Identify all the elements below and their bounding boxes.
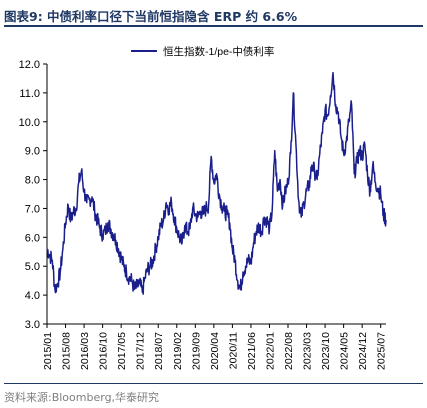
footer-divider [4,383,423,384]
y-tick-label: 12.0 [19,59,40,71]
series-layer [46,71,387,295]
x-tick-label: 2025/07 [376,332,388,370]
y-axis: 3.0 4.0 5.0 6.0 7.0 8.0 9.0 10.0 11.0 12.0 [19,59,48,331]
x-tick-label: 2023/03 [302,332,314,370]
legend: 恒生指数-1/pe-中债利率 [131,45,274,58]
x-tick-label: 2016/03 [79,332,91,370]
y-tick-label: 4.0 [25,290,40,302]
x-tick-label: 2021/06 [246,332,258,370]
y-tick-label: 9.0 [25,146,40,158]
x-tick-label: 2019/09 [190,332,202,370]
x-tick-label: 2022/01 [264,332,276,370]
x-tick-label: 2023/10 [320,332,332,370]
x-tick-label: 2015/01 [42,332,54,370]
y-tick-label: 11.0 [19,88,40,100]
x-tick-label: 2020/04 [209,332,221,370]
x-tick-label: 2018/07 [153,332,165,370]
y-tick-label: 7.0 [25,203,40,215]
chart-title: 图表9: 中债利率口径下当前恒指隐含 ERP 约 6.6% [4,9,298,24]
x-tick-label: 2016/10 [98,332,110,370]
x-tick-label: 2024/12 [357,332,369,370]
y-tick-label: 6.0 [25,232,40,244]
x-tick-label: 2015/08 [61,332,73,370]
legend-label: 恒生指数-1/pe-中债利率 [163,45,274,58]
x-tick-label: 2017/12 [135,332,147,370]
y-tick-label: 3.0 [25,319,40,331]
series-line [46,71,387,295]
source-note: 资料来源:Bloomberg,华泰研究 [4,391,160,404]
y-tick-label: 5.0 [25,261,40,273]
x-tick-label: 2019/02 [172,332,184,370]
y-tick-label: 10.0 [19,117,40,129]
x-tick-label: 2024/05 [339,332,351,370]
y-tick-label: 8.0 [25,175,40,187]
x-axis: 2015/01 2015/08 2016/03 2016/10 2017/05 2017/… [42,323,388,370]
x-tick-label: 2020/11 [227,332,239,369]
x-tick-label: 2017/05 [116,332,128,370]
x-tick-label: 2022/08 [283,332,295,370]
title-divider [4,25,423,27]
